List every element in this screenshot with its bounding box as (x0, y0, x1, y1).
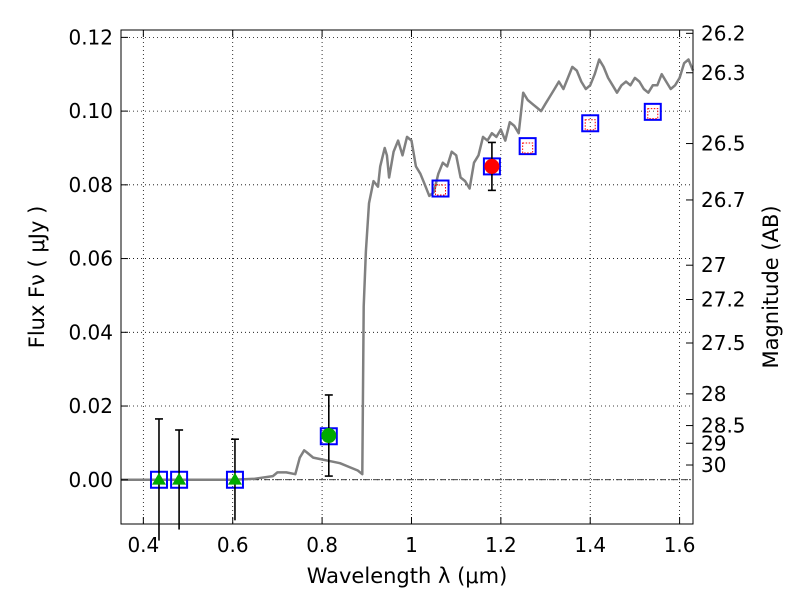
y2-tick-label: 27.2 (701, 287, 746, 311)
x-axis-label: Wavelength λ (μm) (307, 564, 508, 588)
nir-detection-point (484, 158, 500, 174)
x-tick-label: 1.2 (485, 533, 517, 557)
nir-small-square (435, 184, 447, 196)
upper-limit-triangle (172, 472, 187, 485)
y2-tick-label: 26.2 (701, 21, 746, 45)
model-band-square (643, 102, 662, 121)
x-tick-label: 0.4 (127, 533, 159, 557)
x-tick-label: 1.6 (664, 533, 696, 557)
y-axis-label: Flux Fν ( μJy ) (25, 206, 49, 349)
y-tick-label: 0.10 (68, 99, 113, 123)
nir-small-square (647, 108, 659, 120)
y2-tick-label: 27.5 (701, 331, 746, 355)
x-tick-label: 0.8 (306, 533, 338, 557)
tick-labels: 0.4 0.6 0.8 1 1.2 1.4 1.6 0.00 0.02 0.04 0.06 0.08 0… (68, 21, 745, 557)
model-spectrum-line (121, 58, 695, 482)
x-tick-label: 0.6 (217, 533, 249, 557)
x-tick-label: 1 (405, 533, 418, 557)
plot-frame (120, 29, 694, 525)
x-tick-label: 1.4 (574, 533, 606, 557)
model-spectrum-layer (121, 58, 695, 482)
nir-small-square (522, 142, 534, 154)
y2-tick-label: 26.7 (701, 188, 746, 212)
tick-marks (121, 30, 693, 524)
detection-point (321, 428, 337, 444)
model-band-square (431, 179, 450, 198)
upper-limit-triangle (227, 472, 242, 485)
y2-tick-label: 28.5 (701, 414, 746, 438)
upper-limit-triangle (151, 472, 166, 485)
y2-tick-label: 28 (701, 382, 726, 406)
y2-tick-label: 27 (701, 253, 726, 277)
grid-lines (121, 30, 693, 524)
marker-layer (149, 102, 662, 541)
y2-tick-label: 30 (701, 453, 726, 477)
y-tick-label: 0.06 (68, 247, 113, 271)
y-tick-label: 0.02 (68, 394, 113, 418)
y-tick-label: 0.12 (68, 25, 113, 49)
y-tick-label: 0.00 (68, 468, 113, 492)
y-tick-label: 0.04 (68, 320, 113, 344)
model-band-square (518, 137, 537, 156)
y-tick-label: 0.08 (68, 173, 113, 197)
model-band-square (581, 114, 600, 133)
y2-axis-label: Magnitude (AB) (759, 205, 783, 368)
y2-tick-label: 26.3 (701, 61, 746, 85)
nir-small-square (584, 119, 596, 131)
y2-tick-label: 26.5 (701, 132, 746, 156)
y2-tick-label: 29 (701, 431, 726, 455)
